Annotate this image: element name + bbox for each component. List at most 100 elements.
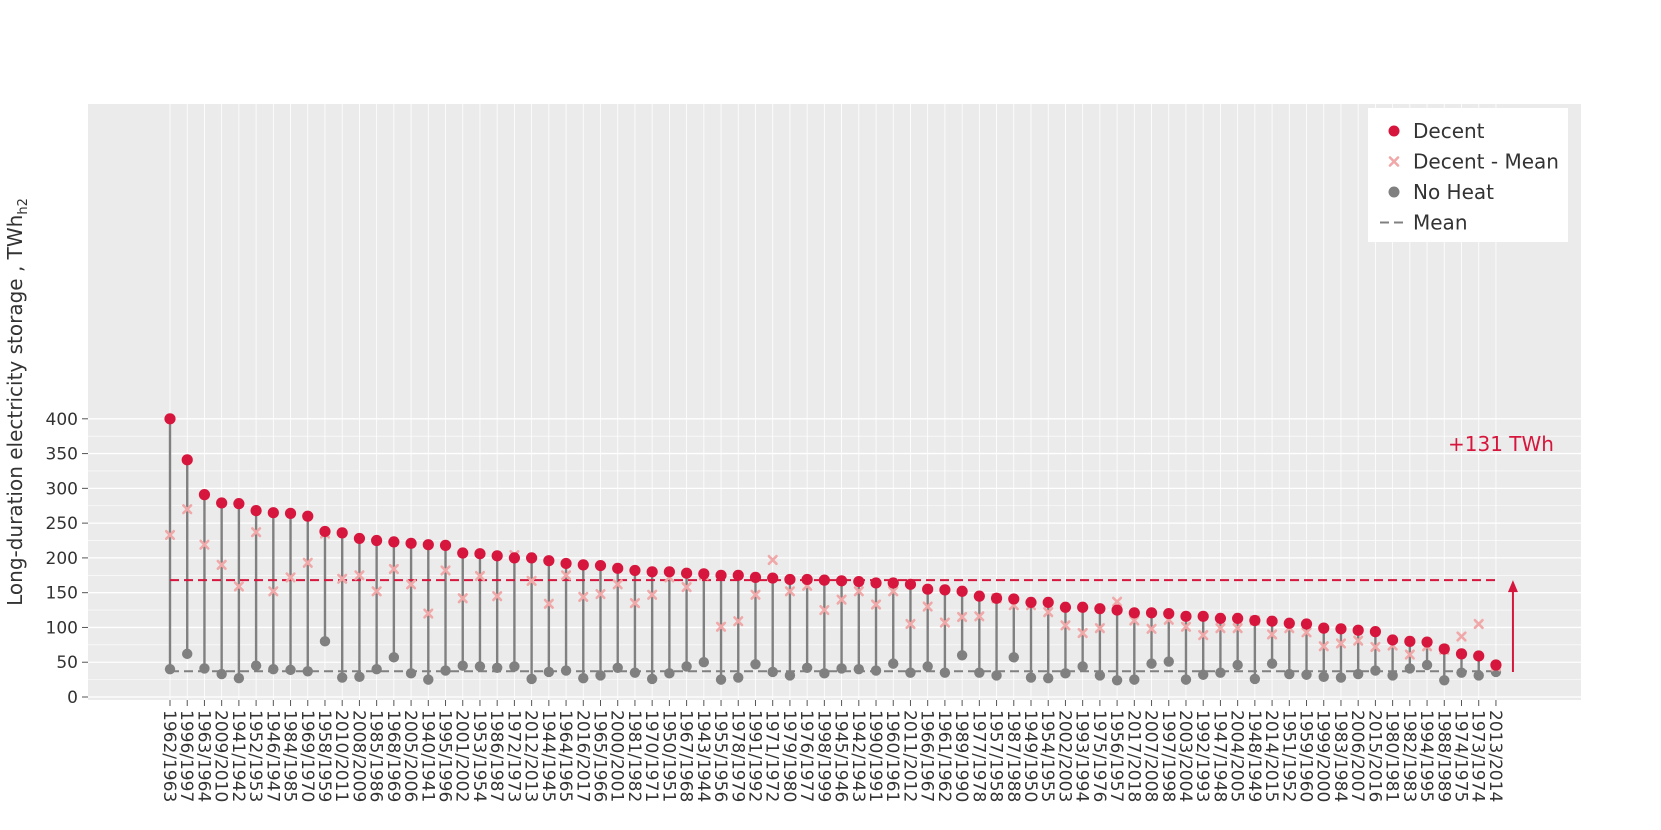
x-tick-label: 1962/1963 [159,710,179,802]
x-tick-label: 1991/1992 [744,710,764,802]
decent-mean-point [819,604,830,616]
decent-point [715,569,727,581]
decent-mean-point [629,598,641,609]
legend-marker [1388,125,1400,137]
x-tick-label: 1952/1953 [245,710,265,802]
y-tick-label: 200 [46,549,78,569]
decent-mean-point [251,527,262,538]
decent-point [1163,607,1175,620]
decent-point [939,584,951,596]
y-tick-label: 0 [67,688,78,708]
decent-point [853,575,865,588]
decent-point [922,583,934,595]
legend-marker [1388,156,1400,167]
x-tick-label: 1953/1954 [469,710,489,802]
no-heat-point [836,663,847,674]
no-heat-point [1266,658,1278,669]
decent-mean-point [1094,623,1105,634]
no-heat-point [629,667,641,678]
decent-mean-point [268,586,279,597]
x-tick-label: 1974/1975 [1451,710,1471,802]
annotation: +131 TWh [1448,432,1554,672]
x-tick-label: 2010/2011 [331,710,351,802]
no-heat-point [1215,667,1226,678]
annotation-text: +131 TWh [1448,432,1554,456]
decent-point [1232,612,1244,625]
no-heat-point [440,665,451,676]
decent-point [732,569,744,581]
decent-mean-point [302,557,313,568]
decent-mean-point [492,591,503,602]
no-heat-point [784,670,796,681]
x-tick-label: 1981/1982 [624,710,644,802]
no-heat-point [870,665,882,676]
x-tick-label: 2013/2014 [1485,710,1505,802]
x-tick-label: 1945/1946 [831,710,851,802]
decent-mean-point [1232,623,1243,634]
decent-point [216,497,228,509]
decent-point [1059,601,1072,613]
decent-mean-point [836,594,847,605]
no-heat-point [1146,658,1157,669]
decent-mean-point [1198,630,1209,641]
decent-point [1318,622,1330,634]
decent-point [1145,607,1158,619]
no-heat-point [250,660,262,671]
decent-mean-point [1180,621,1192,632]
no-heat-point [974,667,985,678]
x-tick-label: 1960/1961 [882,710,902,802]
y-tick-label: 250 [46,514,78,534]
decent-mean-point [733,616,744,627]
decent-point [388,536,400,548]
decent-point [1369,626,1381,638]
x-tick-label: 1949/1950 [1020,710,1040,802]
legend: Decent Decent - Mean No Heat Mean [1368,108,1568,242]
x-tick-label: 1959/1960 [1296,710,1316,802]
x-tick-label: 2008/2009 [348,710,368,802]
decent-point [198,489,211,501]
no-heat-point [1284,668,1295,680]
no-heat-point [423,674,434,685]
decent-point [422,539,434,551]
no-heat-point [1077,661,1088,672]
decent-point [956,585,968,597]
x-tick-label: 1972/1973 [503,710,523,802]
data-points [164,413,1502,686]
decent-mean-point [1129,615,1140,626]
x-tick-label: 1957/1958 [986,710,1006,802]
decent-mean-point [578,591,589,602]
decent-point [818,574,830,586]
x-tick-label: 1969/1970 [297,710,317,802]
no-heat-point [1060,668,1071,679]
decent-mean-point [354,570,365,581]
x-tick-label: 1985/1986 [366,710,386,802]
no-heat-point [182,648,193,660]
no-heat-point [1352,668,1364,680]
no-heat-point [1318,671,1329,683]
no-heat-point [199,663,210,674]
x-tick-label: 1998/1999 [813,710,833,802]
decent-mean-point [1077,627,1088,639]
decent-point [353,532,366,545]
y-axis-title-text: Long-duration electricity storage , TWh [3,215,27,606]
x-tick-label: 1976/1977 [796,710,816,802]
decent-mean-point [1370,641,1381,653]
decent-mean-point [905,618,916,630]
decent-point [457,547,469,559]
no-heat-point [268,663,279,675]
no-heat-point [767,666,778,678]
decent-point [594,559,607,572]
decent-mean-point [1215,623,1226,634]
x-tick-label: 1999/2000 [1313,710,1333,802]
x-tick-label: 2000/2001 [607,710,627,802]
x-tick-label: 1987/1988 [1003,710,1023,802]
decent-mean-point [526,575,537,586]
x-tick-label: 1992/1993 [1192,710,1212,802]
legend-box [1368,108,1568,242]
y-axis: 0 50 100 150 200 250 300 350 400 [46,410,88,708]
x-tick-label: 2007/2008 [1141,710,1161,802]
x-tick-label: 1947/1948 [1209,710,1229,802]
x-tick-label: 1956/1957 [1106,710,1126,802]
x-tick-label: 1983/1984 [1330,710,1350,802]
decent-mean-point [474,570,486,582]
